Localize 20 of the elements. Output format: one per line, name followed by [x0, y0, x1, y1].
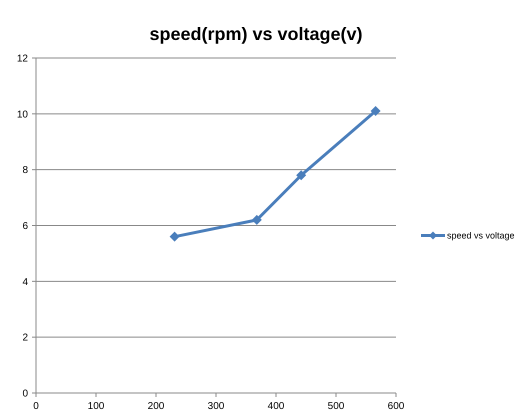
x-tick-label: 200 [148, 401, 165, 412]
y-tick-label: 8 [22, 165, 28, 176]
x-tick-label: 0 [33, 401, 40, 412]
x-tick-label: 300 [208, 401, 225, 412]
point [170, 232, 180, 242]
x-tick-label: 400 [268, 401, 285, 412]
x-tick-label: 600 [388, 401, 405, 412]
point [370, 106, 381, 116]
y-tick-label: 10 [16, 109, 28, 120]
y-tick-label: 12 [16, 54, 28, 64]
chart-title: speed(rpm) vs voltage(v) [149, 24, 363, 44]
y-tick-label: 6 [22, 221, 28, 232]
legend-label: speed vs voltage [447, 230, 515, 241]
x-tick-label: 100 [88, 401, 105, 412]
x-tick-label: 500 [328, 401, 345, 412]
y-tick-label: 2 [22, 332, 28, 344]
point [296, 170, 306, 180]
point [252, 214, 262, 225]
y-tick-label: 4 [22, 276, 28, 288]
y-tick-label: 0 [22, 388, 28, 400]
